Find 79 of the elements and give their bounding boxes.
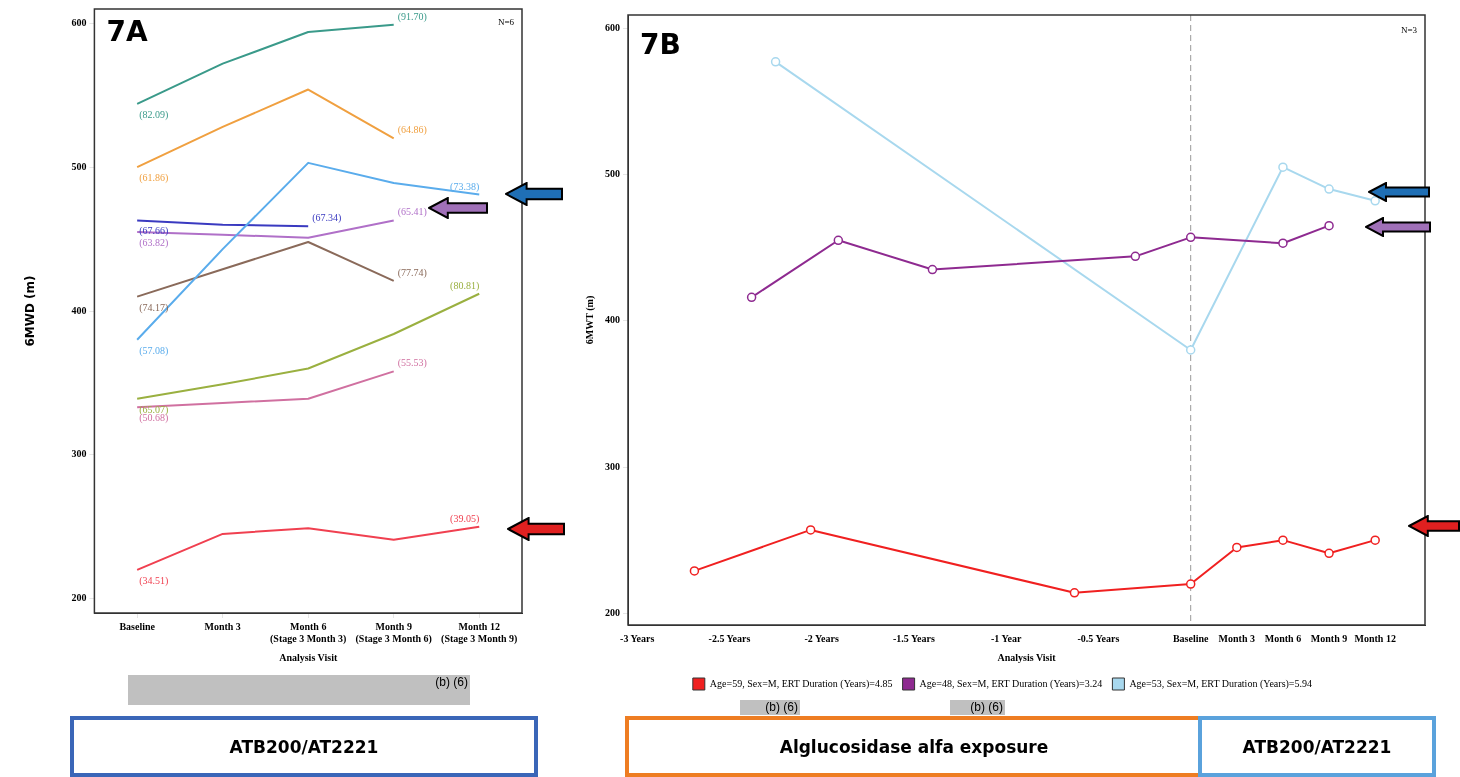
- text: (b) (6): [950, 700, 1005, 715]
- annotation: (61.86): [139, 172, 169, 185]
- point: [1130, 251, 1141, 262]
- annotation: N=3: [1400, 25, 1418, 36]
- legend-label: Age=53, Sex=M, ERT Duration (Years)=5.94: [1129, 677, 1312, 690]
- text: 7B: [640, 28, 681, 62]
- point: [1069, 588, 1080, 598]
- y-axis-title: 6MWD (m): [23, 275, 38, 347]
- text: (b) (6): [128, 675, 470, 705]
- point: [1324, 220, 1334, 231]
- x-tick-label: -1.5 Years: [893, 632, 935, 644]
- annotation: (65.07): [139, 403, 169, 416]
- annotation: (82.09): [139, 108, 169, 121]
- annotation: (63.82): [139, 236, 169, 249]
- y-tick-label: 200: [71, 592, 87, 604]
- y-tick-label: 500: [605, 168, 620, 180]
- y-axis-title: 6MWT (m): [583, 295, 596, 345]
- y-tick-label: 400: [605, 314, 620, 326]
- x-tick-label: Month 6 (Stage 3 Month 3): [270, 620, 347, 645]
- x-tick-label: Month 12: [1354, 632, 1396, 644]
- annotation: N=6: [497, 17, 515, 27]
- point: [1185, 579, 1196, 589]
- y-tick-label: 500: [71, 160, 87, 172]
- x-tick-label: Baseline: [119, 620, 156, 632]
- x-tick-label: Month 12 (Stage 3 Month 9): [441, 620, 518, 645]
- annotation: (34.51): [139, 574, 169, 587]
- point: [1185, 232, 1196, 243]
- y-tick-label: 400: [71, 304, 87, 316]
- annotation: (77.74): [397, 266, 427, 279]
- point: [1370, 196, 1380, 206]
- chart-title: 7A: [106, 15, 148, 48]
- point: [1370, 535, 1380, 545]
- annotation: (55.53): [397, 357, 427, 370]
- text: ATB200/AT2221: [70, 716, 538, 777]
- text: ATB200/AT2221: [1198, 716, 1436, 777]
- point: [746, 292, 757, 303]
- x-tick-label: -2 Years: [804, 632, 839, 644]
- text: Alglucosidase alfa exposure: [625, 716, 1203, 777]
- text: (b) (6): [740, 700, 800, 715]
- x-tick-label: Month 3: [1218, 632, 1256, 644]
- point: [770, 57, 781, 67]
- point: [1278, 162, 1288, 172]
- annotation: (39.05): [450, 512, 480, 525]
- point: [689, 566, 700, 576]
- y-tick-label: 200: [605, 606, 620, 618]
- point: [1324, 548, 1334, 559]
- point: [1278, 535, 1288, 545]
- annotation: (64.86): [397, 124, 427, 137]
- y-tick-label: 300: [605, 460, 620, 472]
- x-axis-title: Analysis Visit: [279, 651, 338, 663]
- point: [1185, 345, 1196, 355]
- x-tick-label: -3 Years: [620, 632, 655, 644]
- annotation: (65.41): [397, 206, 427, 219]
- x-tick-label: -0.5 Years: [1077, 632, 1120, 644]
- legend-label: Age=59, Sex=M, ERT Duration (Years)=4.85: [709, 677, 893, 690]
- annotation: (73.38): [450, 180, 480, 193]
- y-tick-label: 300: [71, 448, 87, 460]
- legend-label: Age=48, Sex=M, ERT Duration (Years)=3.24: [919, 677, 1103, 690]
- y-tick-label: 600: [605, 21, 620, 33]
- x-tick-label: Month 9: [1310, 632, 1348, 644]
- point: [927, 264, 938, 275]
- annotation: (67.34): [312, 212, 342, 225]
- x-tick-label: Baseline: [1172, 632, 1210, 644]
- point: [833, 235, 844, 246]
- x-tick-label: -1 Year: [990, 632, 1022, 644]
- annotation: (57.08): [139, 344, 169, 357]
- annotation: (91.70): [397, 10, 427, 23]
- y-tick-label: 600: [71, 16, 87, 28]
- x-tick-label: Month 3: [204, 620, 241, 632]
- x-tick-label: -2.5 Years: [708, 632, 751, 644]
- x-axis-title: Analysis Visit: [997, 651, 1057, 663]
- x-tick-label: Month 9 (Stage 3 Month 6): [355, 620, 432, 645]
- point: [1324, 184, 1334, 194]
- point: [1278, 238, 1288, 248]
- annotation: (74.17): [139, 301, 169, 314]
- x-tick-label: Month 6: [1264, 632, 1302, 644]
- annotation: (80.81): [450, 279, 480, 292]
- point: [1232, 542, 1242, 553]
- point: [805, 525, 816, 535]
